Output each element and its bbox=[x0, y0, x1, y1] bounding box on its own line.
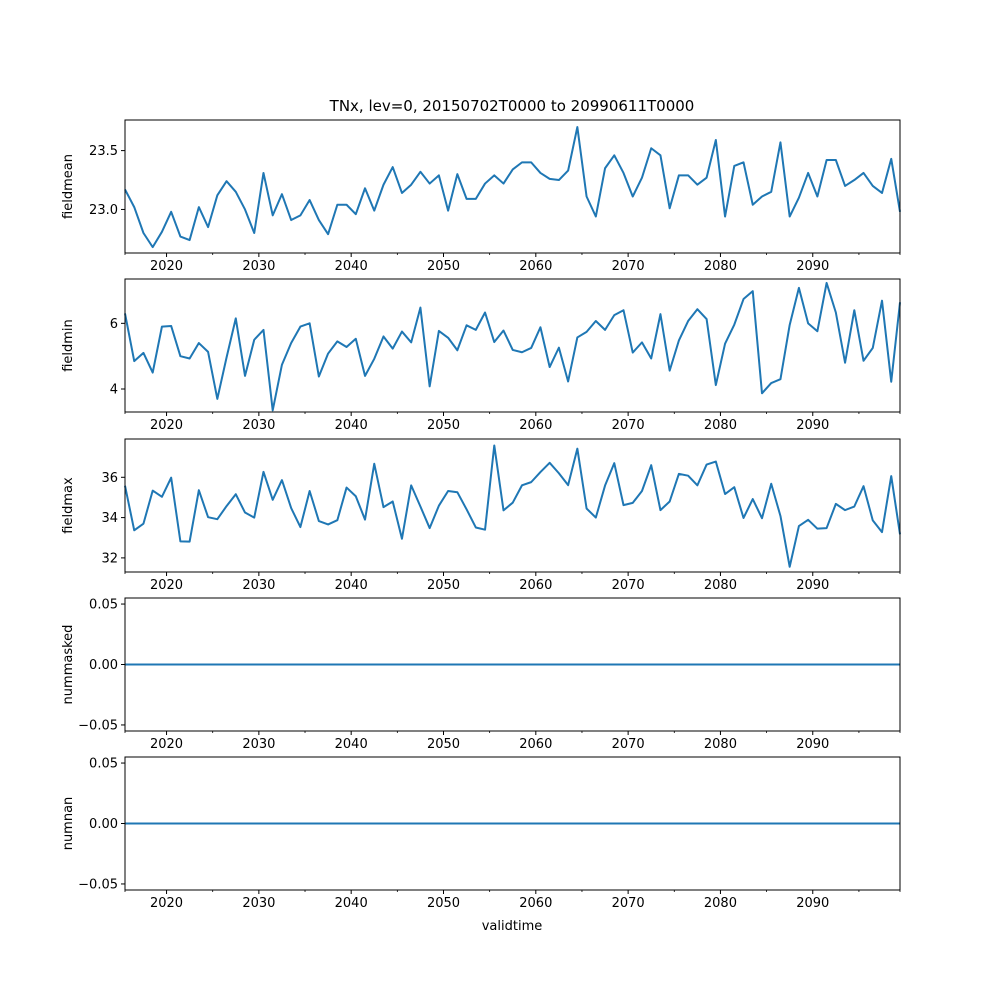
x-axis-label: validtime bbox=[482, 919, 543, 934]
x-tick-label-numnan: 2020 bbox=[150, 896, 183, 911]
x-tick-label-numnan: 2080 bbox=[704, 896, 737, 911]
x-tick-label-fieldmin: 2060 bbox=[519, 418, 552, 433]
x-tick-label-fieldmin: 2040 bbox=[335, 418, 368, 433]
y-tick-label-fieldmax: 32 bbox=[101, 551, 118, 566]
x-tick-label-nummasked: 2070 bbox=[612, 737, 645, 752]
x-tick-label-numnan: 2050 bbox=[427, 896, 460, 911]
x-tick-label-fieldmean: 2060 bbox=[519, 259, 552, 274]
x-tick-label-numnan: 2070 bbox=[612, 896, 645, 911]
x-tick-label-nummasked: 2050 bbox=[427, 737, 460, 752]
subplot-numnan: −0.05 0.00 0.05 numnan 2020 2030 2040 2050 2060 2… bbox=[61, 756, 901, 911]
y-tick-label-fieldmean: 23.0 bbox=[89, 203, 118, 218]
y-axis-label-nummasked: nummasked bbox=[61, 625, 76, 705]
x-tick-label-fieldmax: 2050 bbox=[427, 578, 460, 593]
y-tick-label-fieldmin: 4 bbox=[110, 383, 118, 398]
x-tick-label-fieldmax: 2070 bbox=[612, 578, 645, 593]
x-tick-label-fieldmax: 2040 bbox=[335, 578, 368, 593]
subplots: 23.0 23.5 fieldmean 2020 2030 2040 2050 2060 207… bbox=[61, 119, 901, 911]
axes-frame-fieldmin bbox=[124, 278, 901, 413]
x-tick-label-fieldmean: 2080 bbox=[704, 259, 737, 274]
x-tick-label-nummasked: 2060 bbox=[519, 737, 552, 752]
subplot-nummasked: −0.05 0.00 0.05 nummasked 2020 2030 2040 2050 20… bbox=[61, 597, 901, 752]
x-tick-label-fieldmean: 2090 bbox=[796, 259, 829, 274]
x-tick-label-fieldmax: 2090 bbox=[796, 578, 829, 593]
y-tick-label-numnan: 0.00 bbox=[89, 817, 118, 832]
subplot-fieldmin: 4 6 fieldmin 2020 2030 2040 2050 2060 2070 2080 20… bbox=[61, 278, 901, 433]
y-axis-label-fieldmean: fieldmean bbox=[61, 154, 76, 219]
x-tick-label-nummasked: 2030 bbox=[242, 737, 275, 752]
series-line-fieldmean bbox=[124, 126, 901, 249]
x-tick-label-fieldmax: 2030 bbox=[242, 578, 275, 593]
x-tick-label-nummasked: 2090 bbox=[796, 737, 829, 752]
y-tick-label-numnan: −0.05 bbox=[78, 877, 118, 892]
y-tick-label-fieldmin: 6 bbox=[110, 317, 118, 332]
y-tick-label-fieldmax: 34 bbox=[101, 511, 118, 526]
y-tick-label-fieldmax: 36 bbox=[101, 471, 118, 486]
x-tick-label-fieldmean: 2070 bbox=[612, 259, 645, 274]
x-tick-label-fieldmean: 2040 bbox=[335, 259, 368, 274]
x-tick-label-nummasked: 2020 bbox=[150, 737, 183, 752]
y-tick-label-numnan: 0.05 bbox=[89, 757, 118, 772]
x-tick-label-numnan: 2060 bbox=[519, 896, 552, 911]
y-axis-label-fieldmax: fieldmax bbox=[61, 477, 76, 534]
x-tick-label-fieldmin: 2020 bbox=[150, 418, 183, 433]
chart-title: TNx, lev=0, 20150702T0000 to 20990611T00… bbox=[329, 97, 695, 115]
y-axis-label-fieldmin: fieldmin bbox=[61, 319, 76, 372]
axes-frame-fieldmax bbox=[124, 438, 901, 573]
series-line-fieldmax bbox=[124, 444, 901, 568]
y-axis-label-numnan: numnan bbox=[61, 797, 76, 851]
x-tick-label-numnan: 2090 bbox=[796, 896, 829, 911]
axes-frame-fieldmean bbox=[124, 119, 901, 254]
x-tick-label-fieldmean: 2030 bbox=[242, 259, 275, 274]
series-line-fieldmin bbox=[124, 281, 901, 412]
y-tick-label-nummasked: 0.00 bbox=[89, 658, 118, 673]
x-tick-label-fieldmin: 2050 bbox=[427, 418, 460, 433]
x-tick-label-fieldmax: 2060 bbox=[519, 578, 552, 593]
x-tick-label-fieldmin: 2030 bbox=[242, 418, 275, 433]
y-tick-label-nummasked: −0.05 bbox=[78, 718, 118, 733]
y-tick-label-fieldmean: 23.5 bbox=[89, 144, 118, 159]
x-tick-label-fieldmean: 2050 bbox=[427, 259, 460, 274]
x-tick-label-fieldmin: 2080 bbox=[704, 418, 737, 433]
x-tick-label-numnan: 2030 bbox=[242, 896, 275, 911]
x-tick-label-nummasked: 2080 bbox=[704, 737, 737, 752]
x-tick-label-fieldmin: 2070 bbox=[612, 418, 645, 433]
y-tick-label-nummasked: 0.05 bbox=[89, 598, 118, 613]
x-tick-label-fieldmax: 2080 bbox=[704, 578, 737, 593]
subplot-fieldmean: 23.0 23.5 fieldmean 2020 2030 2040 2050 2060 207… bbox=[61, 119, 901, 274]
x-tick-label-fieldmean: 2020 bbox=[150, 259, 183, 274]
x-tick-label-fieldmin: 2090 bbox=[796, 418, 829, 433]
x-tick-label-fieldmax: 2020 bbox=[150, 578, 183, 593]
subplot-fieldmax: 32 34 36 fieldmax 2020 2030 2040 2050 2060 2070 20… bbox=[61, 438, 901, 593]
x-tick-label-nummasked: 2040 bbox=[335, 737, 368, 752]
x-tick-label-numnan: 2040 bbox=[335, 896, 368, 911]
